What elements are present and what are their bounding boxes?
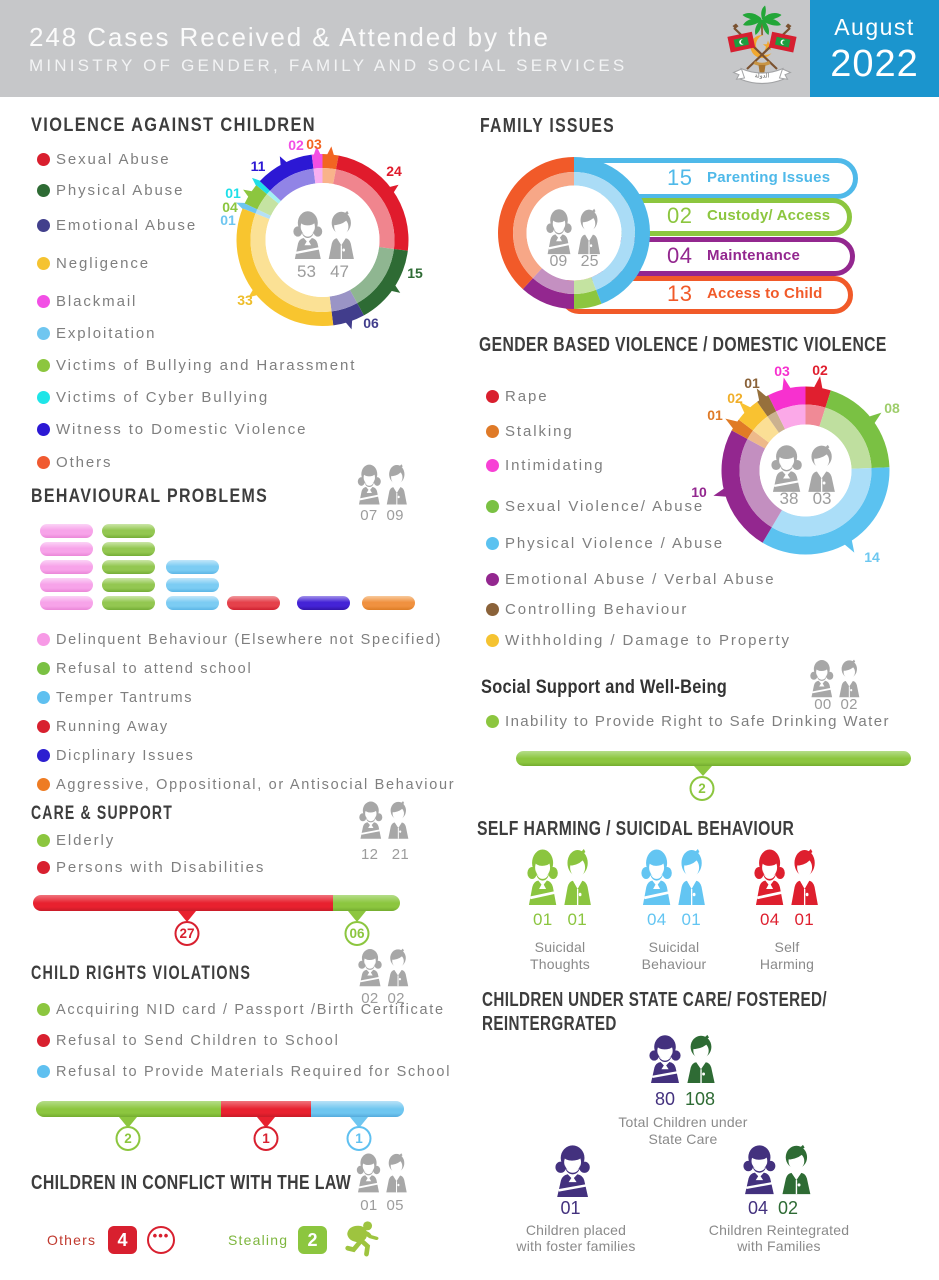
svg-text:الدولة: الدولة: [755, 73, 770, 80]
